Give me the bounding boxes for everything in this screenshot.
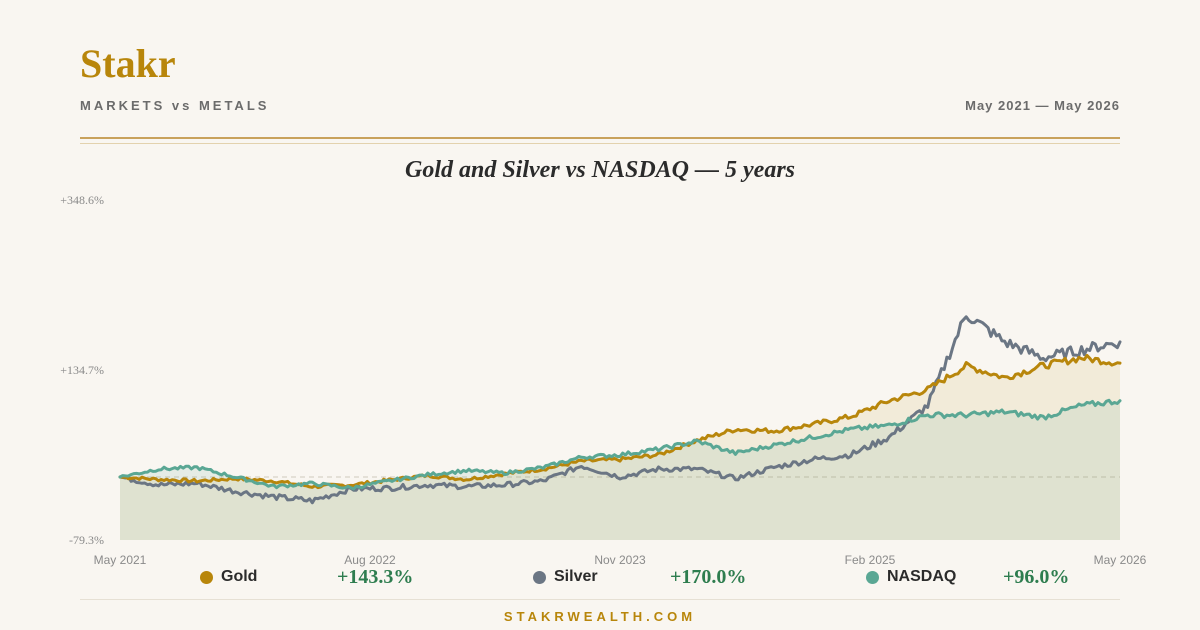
legend-item-silver: Silver [533, 568, 598, 586]
legend-label-silver: Silver [554, 568, 598, 585]
chart-title: Gold and Silver vs NASDAQ — 5 years [404, 157, 795, 183]
y-tick-label: +348.6% [60, 193, 104, 207]
legend-label-gold: Gold [221, 568, 258, 585]
header-divider-thin [80, 143, 1120, 144]
x-tick-label: Nov 2023 [594, 553, 646, 567]
legend-value-silver: +170.0% [670, 566, 747, 588]
legend-item-gold: Gold [200, 568, 257, 586]
legend-label-nasdaq: NASDAQ [887, 568, 957, 585]
date-range: May 2021 — May 2026 [965, 98, 1120, 113]
footer-url: STAKRWEALTH.COM [503, 609, 697, 624]
tagline: MARKETS vs METALS [80, 98, 270, 113]
area-nasdaq [120, 400, 1120, 540]
x-tick-label: May 2021 [94, 553, 147, 567]
x-tick-label: Feb 2025 [845, 553, 896, 567]
series-line-silver [118, 315, 1122, 505]
nasdaq-swatch [866, 570, 879, 584]
x-tick-label: Aug 2022 [344, 553, 396, 567]
legend: Gold +143.3% Silver +170.0% NASDAQ +96.0… [0, 566, 1200, 590]
silver-swatch [533, 570, 546, 584]
gold-swatch [200, 570, 213, 584]
brand-logo: Stakr [80, 41, 176, 86]
header-divider [80, 137, 1120, 139]
legend-value-nasdaq: +96.0% [1003, 566, 1070, 588]
y-tick-label: +134.7% [60, 363, 104, 377]
footer-divider [80, 599, 1120, 600]
y-tick-label: -79.3% [69, 533, 104, 547]
legend-value-gold: +143.3% [337, 566, 414, 588]
series-line-nasdaq [118, 398, 1122, 491]
x-tick-label: May 2026 [1094, 553, 1147, 567]
area-gold [120, 355, 1120, 540]
legend-item-nasdaq: NASDAQ [866, 568, 956, 586]
series-line-gold [118, 353, 1122, 490]
